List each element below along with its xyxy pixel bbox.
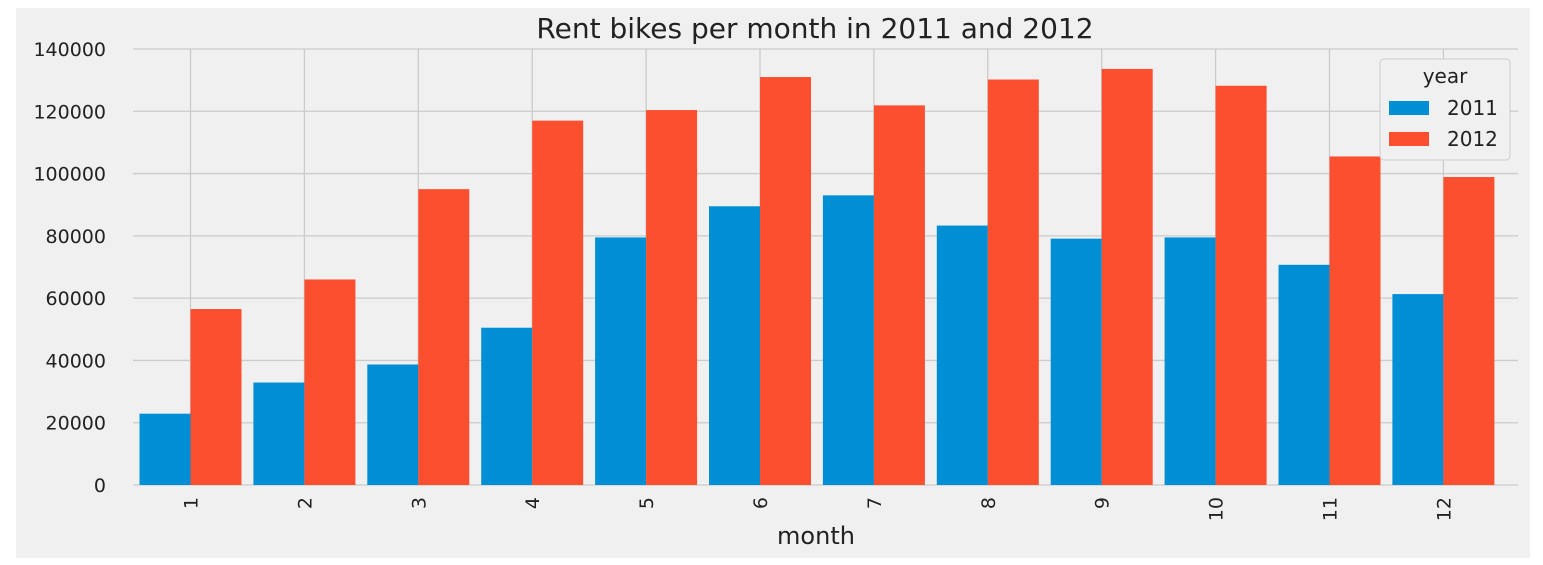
bar-2012-month-6: [760, 77, 811, 486]
bar-2012-month-9: [1101, 68, 1153, 485]
bar-2012-month-7: [873, 105, 925, 486]
y-tick-label: 140000: [33, 39, 106, 61]
x-tick-label: 11: [1320, 497, 1342, 521]
x-tick-label: 5: [636, 497, 658, 509]
y-tick-label: 80000: [46, 226, 106, 248]
bar-2011-month-4: [481, 327, 533, 485]
bar-2011-month-8: [936, 225, 988, 485]
legend-label-2011: 2011: [1447, 96, 1498, 120]
legend-title: year: [1423, 64, 1468, 88]
y-tick-label: 60000: [46, 288, 106, 310]
bar-2011-month-10: [1164, 237, 1216, 485]
x-tick-label: 6: [750, 497, 772, 509]
y-tick-label: 0: [94, 475, 106, 497]
bar-2012-month-5: [646, 110, 698, 485]
legend: year 2011 2012: [1379, 58, 1511, 161]
bar-2011-month-6: [709, 206, 760, 485]
bar-2012-month-1: [190, 309, 242, 485]
bar-2012-month-2: [304, 279, 356, 485]
bar-2012-month-8: [987, 79, 1039, 486]
y-axis-ticks: 0 20000 40000 60000 80000 100000 120000 140000: [33, 39, 106, 497]
x-tick-label: 7: [864, 497, 886, 509]
bar-2012-month-12: [1443, 176, 1495, 486]
bar-2012-month-10: [1215, 85, 1267, 486]
x-tick-label: 8: [978, 497, 1000, 509]
chart-title: Rent bikes per month in 2011 and 2012: [536, 12, 1093, 45]
bar-2011-month-9: [1050, 238, 1102, 485]
legend-label-2012: 2012: [1447, 127, 1498, 151]
y-tick-label: 120000: [33, 101, 106, 123]
bar-2012-month-3: [418, 189, 470, 485]
x-tick-label: 4: [522, 497, 544, 509]
legend-swatch-2011: [1389, 101, 1429, 115]
bar-2011-month-11: [1278, 264, 1330, 485]
x-tick-label: 1: [181, 497, 203, 509]
bars: [139, 68, 1495, 486]
legend-swatch-2012: [1389, 132, 1429, 146]
x-tick-label: 9: [1092, 497, 1114, 509]
x-tick-label: 10: [1206, 497, 1228, 521]
x-axis-ticks: 1 2 3 4 5 6 7 8 9 10 11 12: [181, 497, 1456, 521]
x-tick-label: 3: [408, 497, 430, 509]
y-tick-label: 40000: [46, 350, 106, 372]
bar-2011-month-5: [595, 237, 647, 485]
bar-2011-month-2: [253, 382, 305, 485]
bar-2012-month-11: [1329, 156, 1381, 485]
x-axis-label: month: [777, 522, 855, 550]
x-tick-label: 2: [294, 497, 316, 509]
bar-2012-month-4: [532, 120, 584, 485]
x-tick-label: 12: [1433, 497, 1455, 521]
bar-2011-month-7: [822, 195, 874, 485]
bar-2011-month-12: [1392, 294, 1444, 485]
y-tick-label: 100000: [33, 164, 106, 186]
y-tick-label: 20000: [46, 413, 106, 435]
bar-2011-month-1: [139, 413, 191, 485]
bar-2011-month-3: [367, 364, 419, 485]
